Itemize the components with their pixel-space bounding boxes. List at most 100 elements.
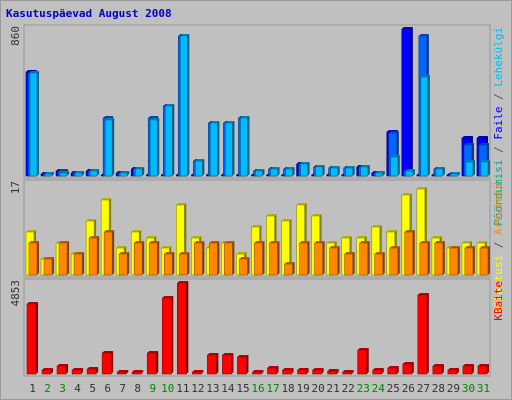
bar-bottom-KBaite-14-side — [231, 353, 234, 374]
bar-middle-Arvuteid-9 — [148, 242, 158, 276]
bar-top-Lehekülgi-19-top — [300, 162, 310, 164]
bar-bottom-KBaite-6 — [101, 352, 112, 375]
bar-bottom-KBaite-13-side — [216, 353, 219, 374]
bar-middle-Arvuteid-16-top — [254, 241, 265, 243]
bar-top-Lehekülgi-5 — [89, 170, 98, 177]
bar-top-Lehekülgi-7-top — [120, 171, 130, 173]
bar-bottom-KBaite-26 — [402, 363, 413, 375]
bar-middle-Arvuteid-9-top — [149, 241, 160, 243]
bar-bottom-KBaite-30 — [462, 365, 473, 375]
bar-middle-Arvuteid-2-top — [44, 257, 55, 259]
bar-top-Lehekülgi-18 — [285, 168, 293, 177]
bar-middle-Arvuteid-16 — [254, 242, 263, 276]
bar-top-Lehekülgi-20-side — [322, 165, 325, 176]
bar-middle-Arvuteid-23-top — [359, 241, 370, 243]
x-tick-label-4: 4 — [74, 382, 81, 395]
x-tick-label-23: 23 — [357, 382, 370, 395]
bar-top-Lehekülgi-10-top — [165, 104, 175, 106]
bar-middle-Arvuteid-8-top — [134, 241, 145, 243]
bar-top-Lehekülgi-26-top — [405, 169, 415, 171]
chart-title: Kasutuspäevad August 2008 — [6, 7, 172, 20]
x-tick-label-14: 14 — [221, 382, 235, 395]
bar-bottom-KBaite-16 — [252, 371, 262, 375]
bar-bottom-KBaite-14-top — [222, 353, 234, 355]
bar-middle-Külastusi-8-top — [131, 230, 142, 232]
bar-middle-Arvuteid-1-top — [29, 241, 39, 243]
bar-middle-Arvuteid-17 — [269, 242, 278, 276]
x-tick-label-6: 6 — [104, 382, 111, 395]
bar-middle-Arvuteid-24-side — [382, 252, 385, 275]
bar-middle-Külastusi-10-top — [161, 246, 172, 248]
bar-top-Lehekülgi-31-top — [480, 160, 490, 162]
legend-item-top-2: Faile — [492, 106, 505, 139]
bar-bottom-KBaite-3 — [56, 365, 67, 375]
x-tick-label-13: 13 — [206, 382, 219, 395]
bar-top-Lehekülgi-17 — [270, 168, 278, 177]
bar-top-Lehekülgi-8 — [134, 168, 143, 177]
bar-middle-Arvuteid-7-top — [119, 252, 130, 254]
bar-top-Lehekülgi-9-side — [157, 118, 160, 176]
bar-top-Lehekülgi-14 — [225, 122, 233, 177]
bar-bottom-KBaite-30-side — [471, 364, 474, 374]
bar-middle-Külastusi-28-top — [431, 236, 442, 238]
bar-bottom-KBaite-3-side — [66, 364, 69, 374]
bar-top-Lehekülgi-22 — [345, 167, 353, 177]
bar-bottom-KBaite-12-side — [201, 370, 204, 374]
bar-bottom-KBaite-29 — [447, 369, 458, 375]
bar-bottom-KBaite-28-side — [441, 364, 444, 374]
x-tick-label-30: 30 — [462, 382, 475, 395]
bar-middle-Arvuteid-14-top — [224, 241, 235, 243]
bar-bottom-KBaite-9-side — [156, 351, 159, 374]
bar-top-Lehekülgi-24-top — [375, 171, 385, 173]
bar-top-Lehekülgi-29-top — [450, 172, 460, 174]
bar-middle-Arvuteid-19-top — [299, 241, 310, 243]
x-tick-label-10: 10 — [161, 382, 174, 395]
bar-middle-Külastusi-16-top — [251, 225, 262, 227]
bar-middle-Arvuteid-27-top — [419, 241, 430, 243]
bar-middle-Külastusi-7-top — [116, 246, 127, 248]
bar-middle-Arvuteid-31-side — [487, 246, 490, 275]
bar-middle-Külastusi-19-top — [296, 203, 307, 205]
bar-middle-Külastusi-20-top — [311, 214, 322, 216]
bar-middle-Arvuteid-8-side — [142, 241, 145, 275]
bar-bottom-KBaite-12-top — [192, 370, 204, 372]
bar-top-Lehekülgi-24 — [375, 172, 384, 177]
bar-bottom-KBaite-14 — [222, 354, 232, 375]
bar-top-Lehekülgi-27-side — [427, 75, 430, 176]
bar-middle-Arvuteid-6 — [103, 231, 113, 276]
bar-top-Lehekülgi-1-top — [30, 71, 39, 73]
bar-bottom-KBaite-1-top — [27, 302, 38, 304]
x-tick-label-21: 21 — [327, 382, 340, 395]
legend-item-middle-0: Külastusi — [492, 255, 505, 315]
x-tick-label-27: 27 — [417, 382, 430, 395]
bar-top-Lehekülgi-25-side — [397, 155, 400, 176]
bar-top-Lehekülgi-2 — [44, 173, 53, 177]
bar-top-Faile-3-top — [58, 169, 69, 171]
bar-middle-Arvuteid-11-side — [187, 252, 190, 275]
bar-bottom-KBaite-24 — [372, 369, 383, 375]
bar-bottom-KBaite-9-top — [147, 351, 159, 353]
x-tick-label-29: 29 — [447, 382, 460, 395]
bar-bottom-KBaite-24-top — [372, 368, 384, 370]
bar-middle-Külastusi-5-top — [86, 219, 97, 221]
bar-bottom-KBaite-7-side — [126, 370, 129, 374]
bar-middle-Arvuteid-22 — [344, 253, 353, 276]
bar-bottom-KBaite-28 — [432, 365, 443, 375]
x-tick-label-15: 15 — [236, 382, 249, 395]
bar-middle-Arvuteid-5-top — [89, 236, 100, 238]
bar-middle-Arvuteid-4 — [73, 253, 83, 276]
bar-middle-Arvuteid-31 — [479, 247, 489, 276]
bar-middle-Arvuteid-21 — [329, 247, 338, 276]
x-tick-label-31: 31 — [477, 382, 490, 395]
bar-middle-Arvuteid-25-side — [397, 246, 400, 275]
bar-middle-Arvuteid-17-top — [269, 241, 280, 243]
bar-top-Lehekülgi-14-top — [225, 121, 235, 123]
bar-top-Lehekülgi-30-side — [472, 160, 475, 176]
bar-top-Lehekülgi-14-side — [232, 121, 235, 176]
x-tick-label-12: 12 — [191, 382, 204, 395]
bar-top-Lehekülgi-29 — [450, 173, 459, 177]
bar-middle-Külastusi-22-top — [341, 236, 352, 238]
bar-middle-Arvuteid-20-top — [314, 241, 325, 243]
bar-bottom-KBaite-16-top — [252, 370, 264, 372]
bar-top-Faile-27-top — [418, 34, 429, 36]
